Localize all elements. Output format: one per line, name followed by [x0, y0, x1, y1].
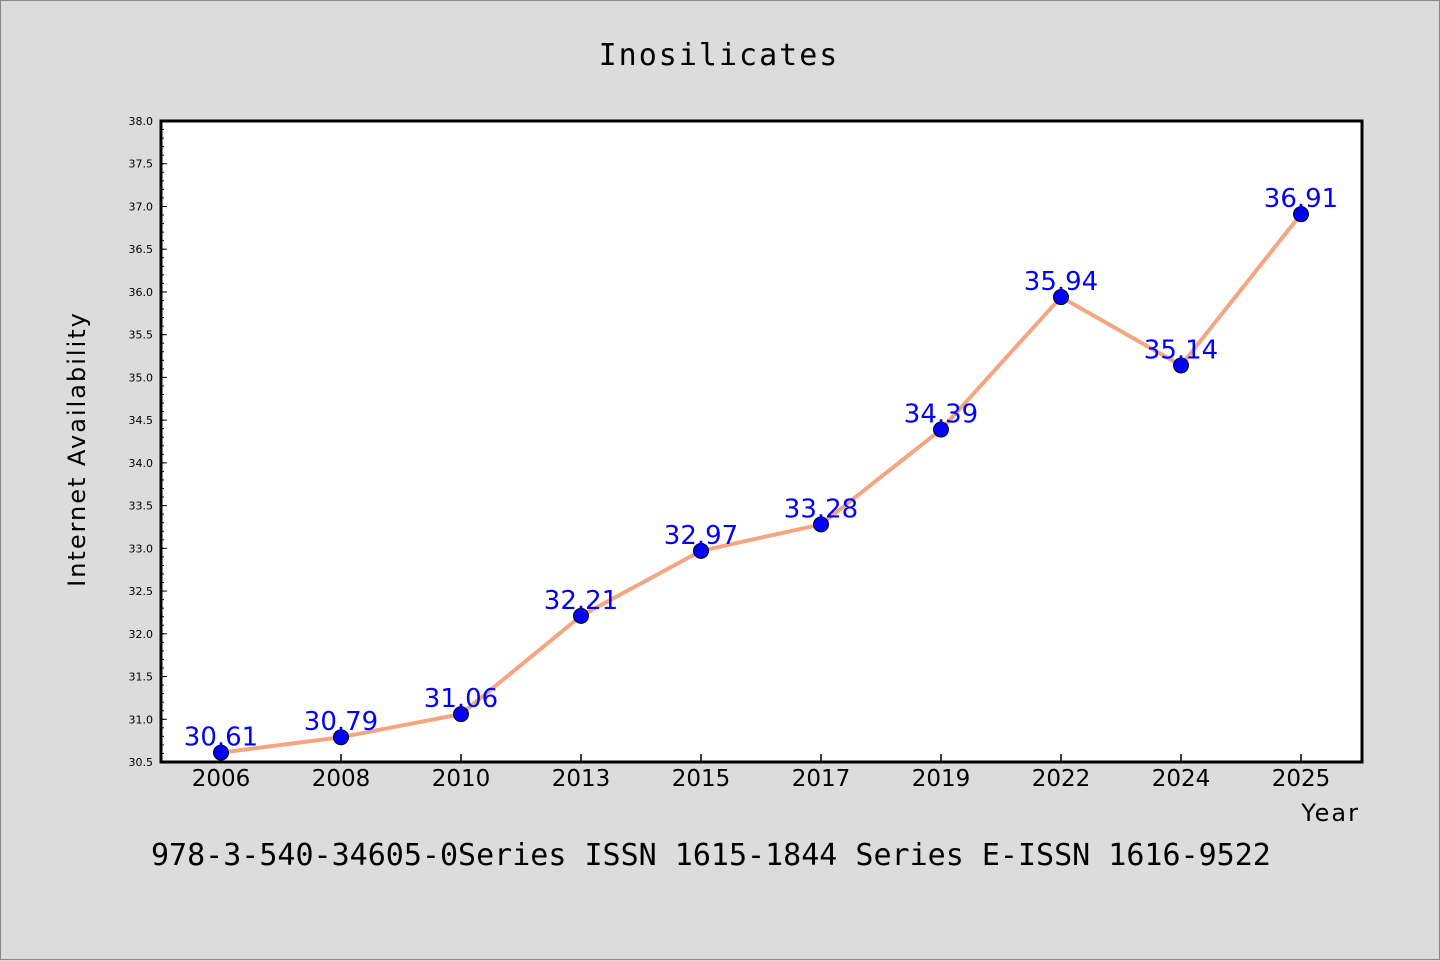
x-tick-label: 2010: [432, 766, 491, 792]
series-layer: 30.61 30.79 31.06 32.21 32.97 33.28 34.39 35.94…: [184, 184, 1338, 761]
y-tick-label: 34.0: [129, 457, 154, 470]
data-point: [1053, 289, 1069, 306]
data-label: 35.14: [1144, 335, 1218, 365]
x-tick-label: 2015: [672, 766, 731, 792]
data-point: [573, 607, 589, 624]
y-axis: 30.5 31.0 31.5 32.0 32.5 33.0 33.5 34.0 34.5 35.0…: [129, 115, 167, 769]
y-tick-label: 36.0: [129, 286, 154, 299]
data-label: 30.79: [304, 707, 378, 737]
x-axis: 2006 2008 2010 2013 2015 2017 2019 2022 2024 2025: [192, 754, 1331, 792]
data-point: [813, 516, 829, 533]
data-label: 32.21: [544, 586, 618, 616]
footer-text: 978-3-540-34605-0Series ISSN 1615-1844 S…: [151, 838, 1271, 873]
data-label: 36.91: [1264, 184, 1338, 214]
y-tick-label: 31.5: [129, 671, 154, 684]
y-tick-label: 37.5: [129, 158, 154, 171]
chart-title: Inosilicates: [599, 38, 840, 73]
data-point: [693, 542, 709, 559]
data-point: [933, 421, 949, 438]
y-tick-label: 31.0: [129, 713, 154, 726]
y-tick-label: 36.5: [129, 243, 154, 256]
data-label: 32.97: [664, 521, 738, 551]
y-tick-label: 32.5: [129, 585, 154, 598]
data-label: 31.06: [424, 684, 498, 714]
y-tick-label: 34.5: [129, 414, 154, 427]
y-axis-label: Internet Availability: [63, 311, 91, 587]
data-label: 30.61: [184, 723, 258, 753]
y-tick-label: 33.5: [129, 500, 154, 513]
data-point: [453, 706, 469, 723]
y-tick-label: 35.0: [129, 371, 154, 384]
x-tick-label: 2008: [312, 766, 371, 792]
y-tick-label: 32.0: [129, 628, 154, 641]
x-tick-label: 2024: [1152, 766, 1211, 792]
series-line: [219, 212, 1303, 755]
plot-area: [159, 119, 1364, 764]
data-label: 33.28: [784, 494, 858, 524]
y-tick-label: 38.0: [129, 115, 154, 128]
data-point: [1173, 357, 1189, 374]
data-point: [213, 744, 229, 761]
x-tick-label: 2022: [1032, 766, 1091, 792]
x-axis-label: Year: [1300, 799, 1360, 827]
x-tick-label: 2025: [1272, 766, 1331, 792]
y-tick-label: 35.5: [129, 329, 154, 342]
y-tick-label: 33.0: [129, 542, 154, 555]
x-tick-label: 2019: [912, 766, 971, 792]
y-tick-label: 37.0: [129, 200, 154, 213]
data-label: 34.39: [904, 400, 978, 430]
x-tick-label: 2013: [552, 766, 611, 792]
data-label: 35.94: [1024, 267, 1098, 297]
data-point: [1293, 206, 1309, 223]
x-tick-label: 2006: [192, 766, 251, 792]
x-tick-label: 2017: [792, 766, 851, 792]
y-tick-label: 30.5: [129, 756, 154, 769]
data-point: [333, 729, 349, 746]
